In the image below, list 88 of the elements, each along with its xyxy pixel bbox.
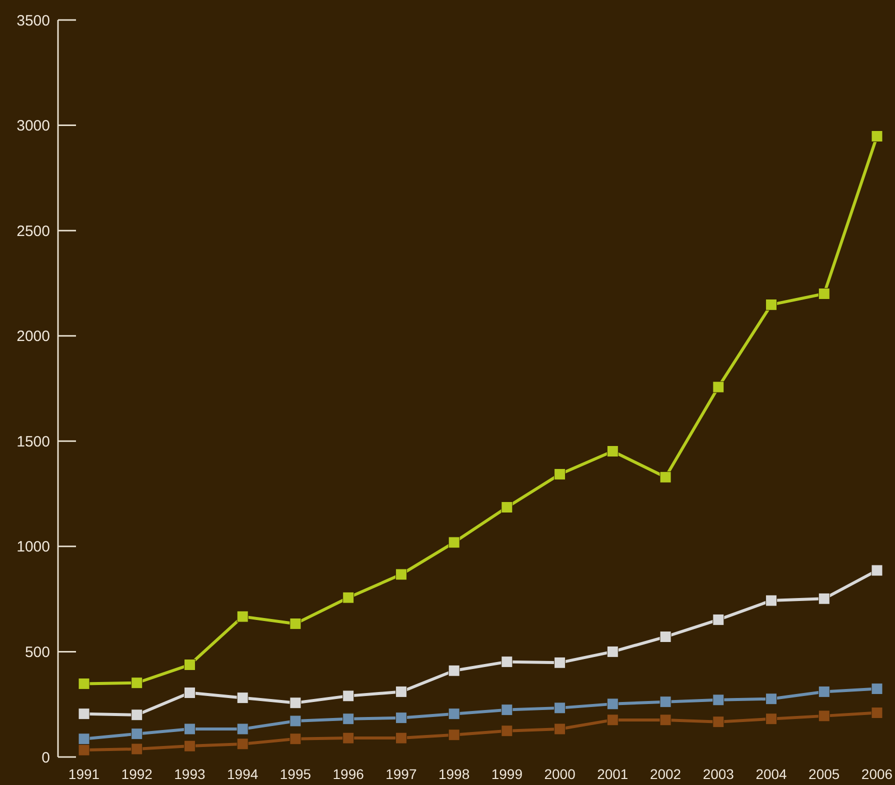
x-tick-label: 2006 [861, 766, 893, 782]
point [290, 733, 302, 745]
x-tick-label: 2002 [650, 766, 682, 782]
point [342, 732, 354, 744]
point [766, 713, 778, 725]
x-tick-label: 2005 [808, 766, 840, 782]
point [395, 568, 407, 580]
point [236, 692, 248, 704]
point [871, 130, 883, 142]
x-tick-label: 2001 [597, 766, 628, 782]
y-tick-label: 500 [24, 644, 50, 661]
point [606, 646, 618, 658]
point [395, 732, 407, 744]
point [554, 723, 566, 735]
x-tick-label: 1997 [386, 766, 417, 782]
point [554, 656, 566, 668]
x-tick-label: 1999 [491, 766, 523, 782]
x-tick-label: 1991 [68, 766, 100, 782]
point [448, 664, 460, 676]
point [290, 618, 302, 630]
point [236, 723, 248, 735]
point [660, 696, 672, 708]
point [554, 468, 566, 480]
point [606, 446, 618, 457]
point [236, 738, 248, 750]
point [766, 693, 778, 705]
point [712, 381, 724, 393]
point [606, 698, 618, 710]
x-tick-label: 1994 [227, 766, 258, 782]
point [871, 707, 883, 719]
point [660, 471, 672, 483]
point [501, 704, 513, 716]
point [131, 743, 143, 755]
x-tick-label: 2004 [756, 766, 788, 782]
point [395, 712, 407, 724]
point [766, 298, 778, 310]
point [554, 702, 566, 714]
x-tick-label: 2000 [544, 766, 576, 782]
point [78, 678, 90, 690]
point [290, 715, 302, 727]
point [342, 592, 354, 604]
y-tick-label: 3000 [16, 118, 50, 135]
point [712, 716, 724, 728]
point [660, 714, 672, 726]
point [184, 659, 196, 671]
point [871, 564, 883, 576]
point [236, 610, 248, 622]
x-tick-label: 2003 [702, 766, 734, 782]
y-tick-label: 0 [42, 749, 50, 766]
point [131, 677, 143, 689]
point [712, 614, 724, 626]
point [78, 733, 90, 745]
point [818, 592, 830, 604]
point [501, 725, 513, 737]
point [660, 631, 672, 643]
point [184, 723, 196, 735]
point [448, 729, 460, 741]
point [501, 502, 513, 514]
point [78, 744, 90, 756]
point [395, 686, 407, 698]
point [342, 713, 354, 725]
point [818, 288, 830, 300]
point [131, 709, 143, 721]
point [184, 687, 196, 699]
x-tick-label: 1995 [280, 766, 312, 782]
y-tick-label: 3500 [16, 12, 50, 30]
point [871, 683, 883, 695]
x-tick-label: 1998 [438, 766, 470, 782]
point [818, 710, 830, 722]
x-tick-label: 1996 [332, 766, 364, 782]
y-tick-label: 2000 [16, 328, 50, 346]
point [342, 690, 354, 702]
point [818, 686, 830, 698]
x-tick-label: 1992 [121, 766, 153, 782]
point [131, 728, 143, 740]
point [448, 536, 460, 548]
y-tick-label: 1500 [16, 433, 50, 450]
point [712, 694, 724, 706]
point [766, 594, 778, 606]
point [448, 708, 460, 720]
y-tick-label: 2500 [16, 222, 50, 240]
point [290, 697, 302, 709]
y-tick-label: 1000 [16, 538, 50, 556]
point [78, 708, 90, 720]
x-tick-label: 1993 [174, 766, 206, 782]
point [501, 656, 513, 668]
point [606, 714, 618, 726]
point [184, 740, 196, 752]
